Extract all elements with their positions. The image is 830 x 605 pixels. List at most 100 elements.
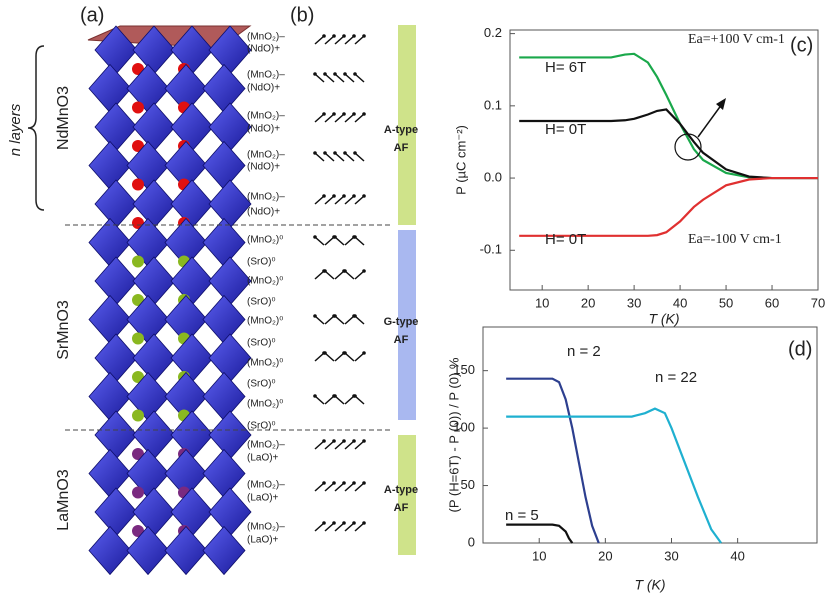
spin-arrow: [314, 236, 325, 246]
y-axis-label: P (µC cm⁻²): [453, 125, 468, 195]
arrow-head: [332, 439, 336, 443]
crystal-structure: [87, 25, 252, 576]
atom: [132, 178, 144, 191]
arrow-head: [362, 112, 366, 116]
spin-arrow: [314, 315, 325, 325]
octahedron: [94, 256, 138, 306]
layer-label: (SrO)⁰: [247, 379, 275, 390]
octahedron: [164, 525, 208, 576]
layer-label: (NdO)+: [247, 83, 280, 94]
spin-arrow: [324, 352, 335, 362]
arrow-head: [333, 314, 337, 318]
octahedron: [202, 294, 246, 345]
octahedron: [94, 333, 138, 383]
arrow-head: [323, 72, 327, 76]
chart-d: 10 20 30 40 0 50 100 150 T (K) (P (H=6T) - P (0))…: [446, 326, 818, 593]
layer-label: (SrO)⁰: [247, 421, 275, 432]
x-tick-label: 20: [598, 548, 612, 563]
layer-label: (MnO₂)–: [247, 150, 285, 161]
spin-arrow: [354, 152, 365, 162]
arrow-head: [313, 72, 317, 76]
arrow-head: [362, 269, 366, 273]
spin-arrow: [344, 35, 355, 45]
x-tick-label: 50: [719, 295, 733, 310]
x-tick-label: 60: [765, 295, 779, 310]
block-label: SrMnO3: [55, 300, 72, 360]
arrow-head: [322, 112, 326, 116]
arrow-head: [313, 314, 317, 318]
arrow-head: [362, 439, 366, 443]
octahedron: [202, 140, 246, 191]
series-line: [519, 108, 818, 180]
spin-arrow: [314, 35, 325, 45]
atom: [132, 486, 144, 499]
spin-arrow: [344, 482, 355, 492]
series-line: [506, 523, 574, 544]
arrow-head: [313, 151, 317, 155]
y-tick-label: 0.1: [484, 97, 502, 112]
layer-labels: (MnO₂)–(NdO)+(MnO₂)–(NdO)+(MnO₂)–(NdO)+(…: [247, 32, 418, 546]
x-axis-label: T (K): [648, 311, 679, 327]
x-tick-label: 40: [673, 295, 687, 310]
spin-arrow: [344, 73, 355, 83]
spin-arrow: [334, 73, 345, 83]
spin-arrow: [344, 522, 355, 532]
arrow-head: [323, 151, 327, 155]
spin-arrow: [314, 270, 325, 280]
magnetic-bar: [398, 230, 416, 420]
spin-arrow: [324, 395, 335, 405]
spin-arrow: [324, 152, 335, 162]
layer-label: (MnO₂)⁰: [247, 235, 283, 246]
n-layers-label: n layers: [7, 103, 24, 156]
pointer-arrow: [697, 103, 723, 138]
magnetic-label: AF: [394, 502, 409, 514]
atom: [132, 409, 144, 422]
series-line: [519, 176, 818, 237]
spin-arrow: [314, 440, 325, 450]
spin-arrow: [354, 35, 365, 45]
spin-arrow: [354, 195, 365, 205]
spin-arrow: [334, 113, 345, 123]
arrow-head: [322, 194, 326, 198]
octahedron: [202, 217, 246, 268]
octahedron: [94, 102, 138, 152]
arrow-head: [342, 439, 346, 443]
spin-arrow: [354, 440, 365, 450]
layer-label: (MnO₂)–: [247, 111, 285, 122]
magnetic-label: G-type: [384, 316, 419, 328]
magnetic-label: AF: [394, 142, 409, 154]
octahedron: [208, 179, 252, 229]
arrow-head: [332, 34, 336, 38]
chart-c: 10 20 30 40 50 60 70 -0.1 0.0 0.1 0.2 T (K) P (µC cm…: [453, 25, 825, 327]
octahedron: [94, 179, 138, 229]
arrow-head: [342, 481, 346, 485]
annotation: Ea=-100 V cm-1: [688, 232, 782, 247]
octahedron: [208, 487, 252, 537]
panel-label: (b): [290, 4, 314, 26]
arrow-head: [343, 151, 347, 155]
series-line: [506, 407, 722, 544]
arrow-head: [362, 481, 366, 485]
arrow-head: [332, 194, 336, 198]
arrow-head: [332, 112, 336, 116]
spin-arrow: [314, 113, 325, 123]
panel-label: (c): [790, 34, 813, 56]
spin-arrow: [334, 315, 345, 325]
atom: [132, 255, 144, 268]
y-tick-label: 150: [453, 362, 475, 377]
magnetic-bar: [398, 435, 416, 555]
octahedron: [94, 410, 138, 460]
x-tick-label: 70: [811, 295, 825, 310]
magnetic-label: A-type: [384, 484, 418, 496]
octahedron: [208, 410, 252, 460]
magnetic-label: AF: [394, 334, 409, 346]
spin-arrow: [314, 152, 325, 162]
spin-arrow: [354, 73, 365, 83]
series-label: n = 2: [567, 343, 601, 360]
y-axis-label: (P (H=6T) - P (0)) / P (0) %: [446, 357, 461, 512]
spin-arrow: [354, 352, 365, 362]
layer-label: (MnO₂)–: [247, 32, 285, 43]
octahedron: [170, 333, 214, 383]
arrow-head: [352, 439, 356, 443]
